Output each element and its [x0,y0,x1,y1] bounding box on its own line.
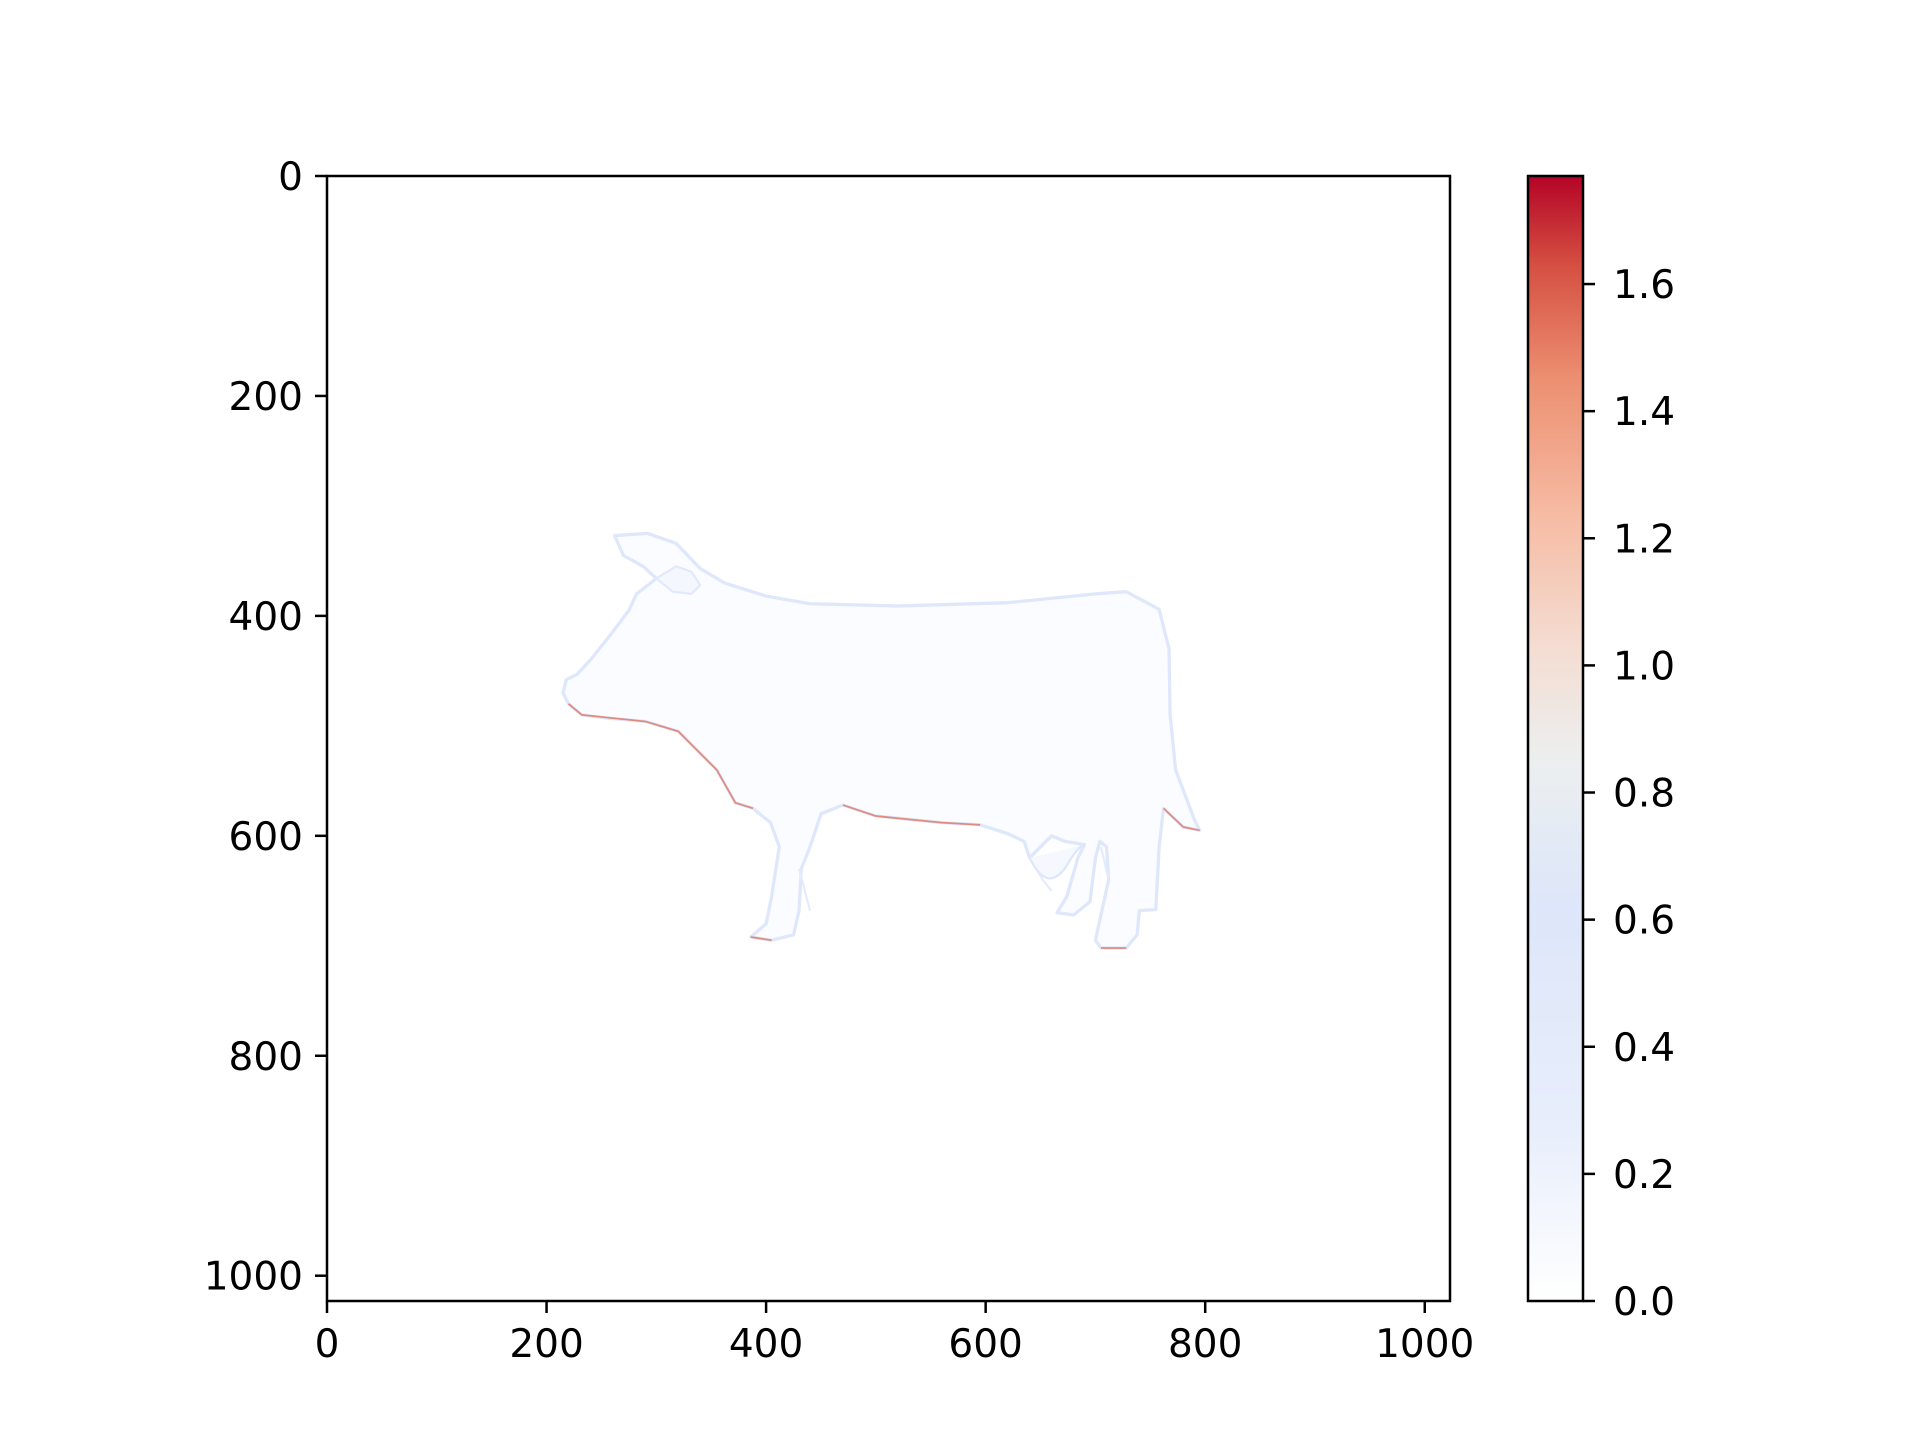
colorbar-tick-label: 0.4 [1613,1026,1675,1071]
colorbar-tick-label: 0.2 [1613,1153,1675,1198]
colorbar-frame [1526,174,1585,1303]
colorbar-tick-label: 0.6 [1613,899,1675,944]
y-axis-ticks: 0 200 400 600 800 1000 [204,155,327,1300]
cow-heatmap [561,531,1202,950]
y-tick-label: 1000 [204,1255,303,1300]
x-tick-label: 200 [509,1322,583,1367]
cow-udder [1028,843,1085,880]
plot-frame [325,174,1452,1303]
y-tick-label: 800 [229,1035,303,1080]
cow-boundary-highlight [567,703,1200,949]
cow-ear-detail [654,565,702,596]
colorbar-ticks: 0.0 0.2 0.4 0.6 0.8 1.0 1.2 1.4 1.6 [1583,263,1675,1325]
x-axis-ticks: 0 200 400 600 800 1000 [315,1301,1474,1367]
colorbar: 0.0 0.2 0.4 0.6 0.8 1.0 1.2 1.4 1.6 [1526,174,1675,1325]
colorbar-tick-label: 1.2 [1613,517,1675,562]
colorbar-tick-label: 1.0 [1613,644,1675,689]
x-tick-label: 1000 [1375,1322,1474,1367]
y-tick-label: 600 [229,815,303,860]
colorbar-tick-label: 0.0 [1613,1280,1675,1325]
x-tick-label: 800 [1168,1322,1242,1367]
x-tick-label: 0 [315,1322,340,1367]
heatmap-axes: 0 200 400 600 800 1000 0 200 400 600 800 1000 [204,155,1475,1367]
y-tick-label: 400 [229,595,303,640]
y-tick-label: 0 [278,155,303,200]
x-tick-label: 600 [948,1322,1022,1367]
y-tick-label: 200 [229,375,303,420]
colorbar-tick-label: 0.8 [1613,772,1675,817]
x-tick-label: 400 [729,1322,803,1367]
colorbar-tick-label: 1.6 [1613,263,1675,308]
colorbar-tick-label: 1.4 [1613,390,1675,435]
colorbar-gradient [1528,176,1583,1301]
